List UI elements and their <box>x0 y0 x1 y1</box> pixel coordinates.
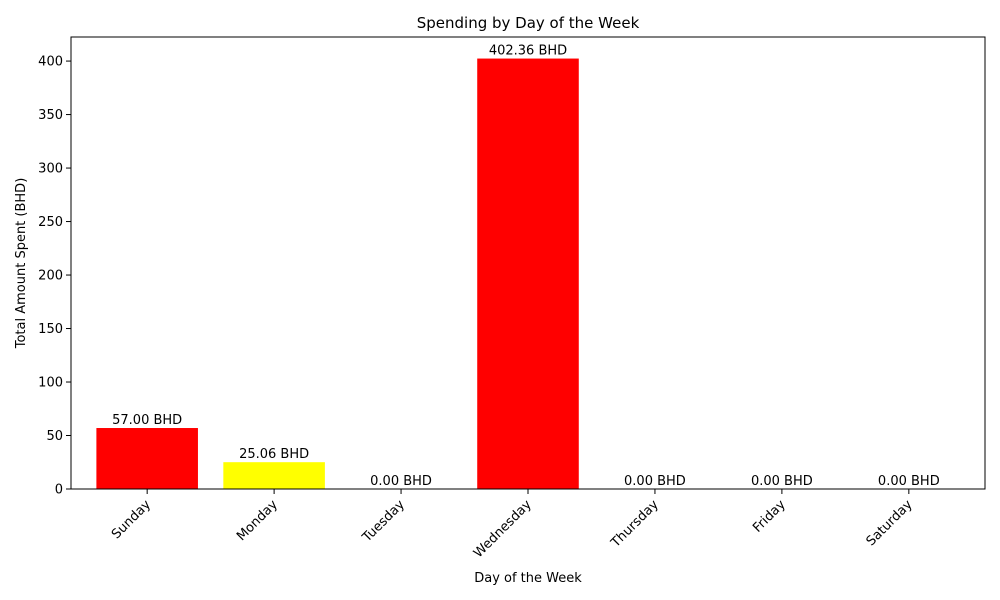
bar-sunday <box>96 428 198 489</box>
y-tick-label: 250 <box>38 215 63 230</box>
data-label-monday: 25.06 BHD <box>239 447 309 462</box>
y-tick-label: 100 <box>38 376 63 391</box>
y-tick-label: 150 <box>38 322 63 337</box>
chart-title: Spending by Day of the Week <box>417 14 640 32</box>
y-tick-label: 200 <box>38 269 63 284</box>
plot-area: 57.00 BHD Sunday 25.06 BHD Monday 0.00 BHD Tu… <box>38 36 986 561</box>
x-tick-label-wednesday: Wednesday <box>471 497 535 561</box>
data-label-wednesday: 402.36 BHD <box>489 44 567 59</box>
data-label-sunday: 57.00 BHD <box>112 413 182 428</box>
x-tick-label-thursday: Thursday <box>608 497 662 551</box>
y-tick-label: 0 <box>55 483 63 498</box>
y-tick-label: 350 <box>38 108 63 123</box>
x-axis-label: Day of the Week <box>474 571 582 586</box>
y-tick-label: 400 <box>38 55 63 70</box>
y-tick-label: 300 <box>38 162 63 177</box>
data-label-friday: 0.00 BHD <box>751 474 813 489</box>
y-tick-label: 50 <box>46 429 63 444</box>
data-label-saturday: 0.00 BHD <box>878 474 940 489</box>
x-tick-label-sunday: Sunday <box>109 497 154 542</box>
bar-monday <box>223 462 325 489</box>
data-label-tuesday: 0.00 BHD <box>370 474 432 489</box>
x-tick-label-monday: Monday <box>234 497 281 544</box>
x-tick-label-friday: Friday <box>750 497 789 536</box>
axes-frame <box>70 36 986 490</box>
x-tick-label-tuesday: Tuesday <box>359 497 408 546</box>
data-label-thursday: 0.00 BHD <box>624 474 686 489</box>
bar-wednesday <box>477 58 579 490</box>
x-tick-label-saturday: Saturday <box>864 497 916 549</box>
y-axis-label: Total Amount Spent (BHD) <box>14 178 29 350</box>
